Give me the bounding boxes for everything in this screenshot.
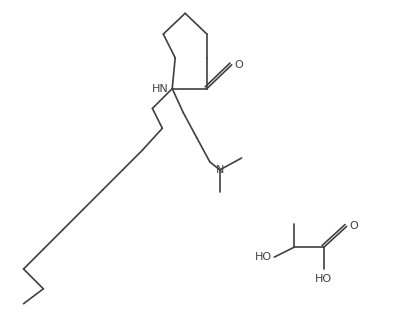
Text: O: O xyxy=(350,221,358,232)
Text: N: N xyxy=(216,165,224,175)
Text: O: O xyxy=(235,60,243,70)
Text: HN: HN xyxy=(152,83,168,94)
Text: HO: HO xyxy=(315,274,333,284)
Text: HO: HO xyxy=(255,252,272,262)
